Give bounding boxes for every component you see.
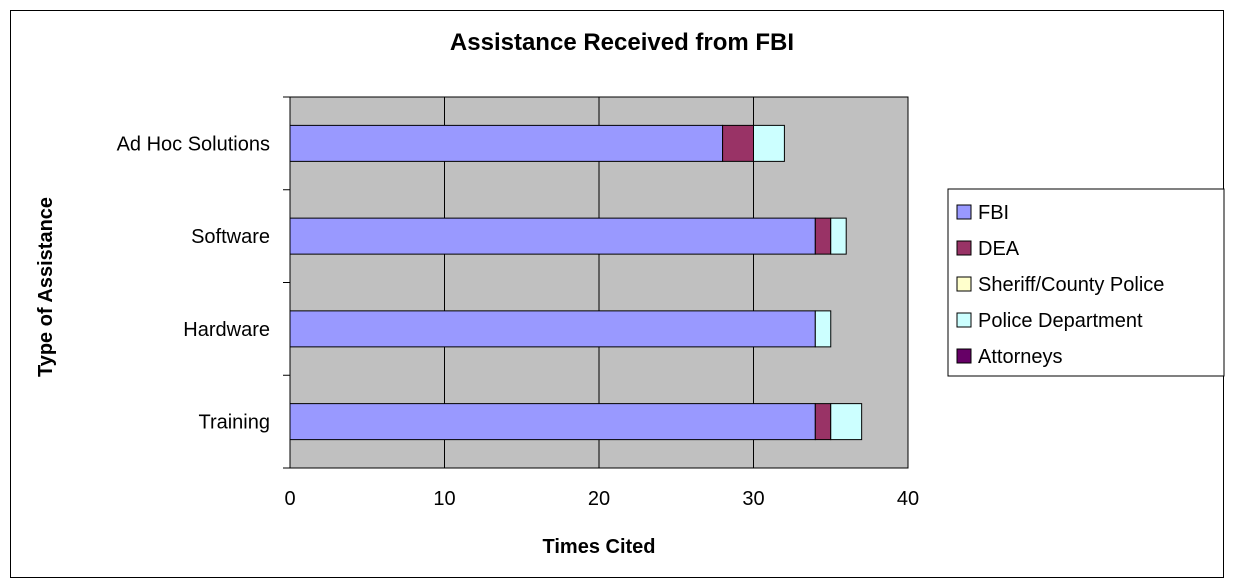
x-tick-label: 40 xyxy=(897,488,919,510)
bar-segment xyxy=(830,403,863,441)
chart-title: Assistance Received from FBI xyxy=(450,29,794,56)
bar-segment xyxy=(289,217,816,255)
x-tick-label: 0 xyxy=(284,488,295,510)
x-tick-labels: 0 10 20 30 40 xyxy=(284,488,919,510)
legend-box xyxy=(947,188,1225,377)
bar-segment xyxy=(814,217,832,255)
x-tick-label: 30 xyxy=(742,488,764,510)
axes xyxy=(283,96,291,469)
x-tick-label: 20 xyxy=(588,488,610,510)
x-tick-label: 10 xyxy=(433,488,455,510)
legend-label: Sheriff/County Police xyxy=(978,274,1164,296)
bar-segment xyxy=(722,124,754,162)
y-tick-labels: Ad Hoc Solutions Software Hardware Training xyxy=(117,133,270,433)
x-axis-title: Times Cited xyxy=(543,536,656,558)
y-tick-label: Ad Hoc Solutions xyxy=(117,133,270,155)
legend-label: Police Department xyxy=(978,310,1143,332)
y-axis-title: Type of Assistance xyxy=(35,197,57,377)
y-tick-label: Training xyxy=(198,412,270,434)
legend-swatch xyxy=(956,312,972,328)
legend-swatch xyxy=(956,240,972,256)
legend-label: FBI xyxy=(978,202,1009,224)
bar-segment xyxy=(753,124,785,162)
legend-label: Attorneys xyxy=(978,346,1062,368)
bar-segment xyxy=(289,310,816,348)
bar-segment xyxy=(830,217,847,255)
legend-label: DEA xyxy=(978,238,1020,260)
bars xyxy=(289,124,863,441)
legend-swatch xyxy=(956,348,972,364)
bar-segment xyxy=(814,310,832,348)
y-tick-label: Software xyxy=(191,226,270,248)
bar-segment xyxy=(289,124,724,162)
bar-segment xyxy=(814,403,832,441)
y-tick-label: Hardware xyxy=(183,319,270,341)
legend-swatch xyxy=(956,276,972,292)
legend-swatch xyxy=(956,204,972,220)
legend: FBI DEA Sheriff/County Police Police Depart… xyxy=(947,188,1225,377)
bar-segment xyxy=(289,403,816,441)
